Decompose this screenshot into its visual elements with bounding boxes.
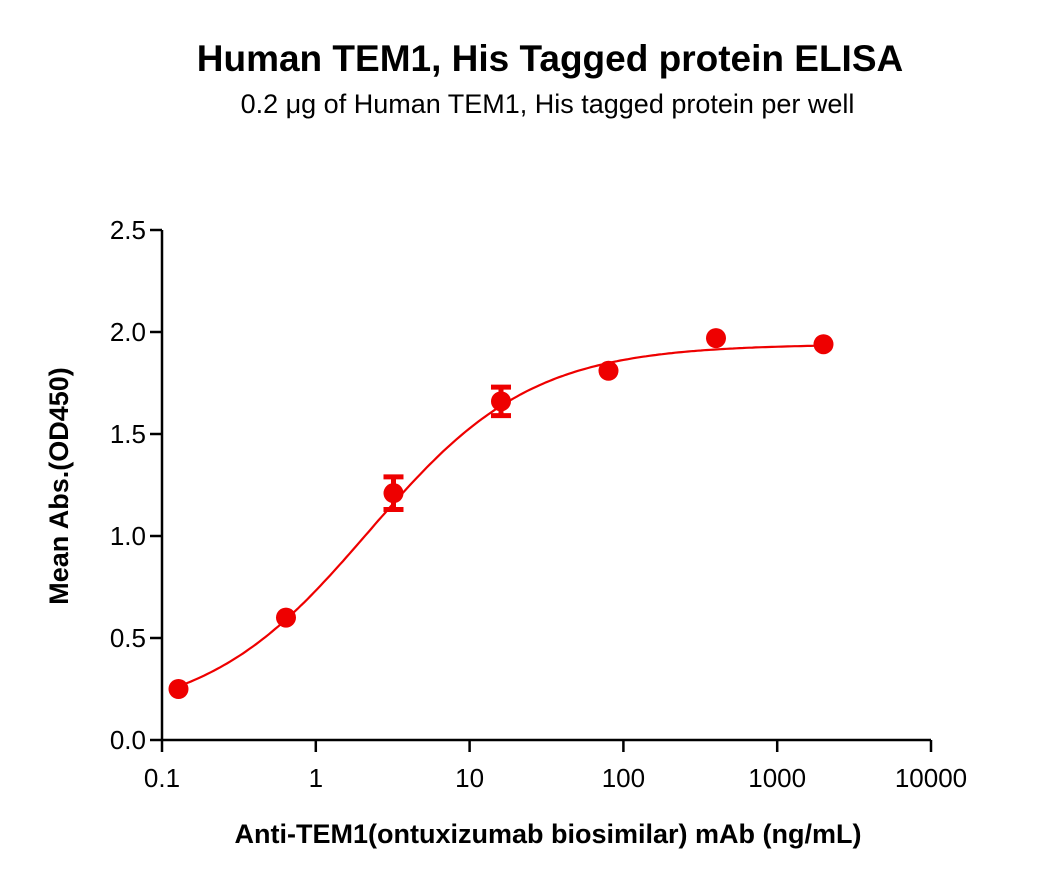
y-tick-label: 2.0 <box>110 317 146 347</box>
point-marker <box>275 607 296 628</box>
y-tick-label: 0.5 <box>110 623 146 653</box>
point-marker <box>383 483 404 504</box>
data-point <box>813 334 834 355</box>
x-tick-label: 1000 <box>748 763 806 793</box>
chart-subtitle: 0.2 μg of Human TEM1, His tagged protein… <box>240 89 855 119</box>
y-tick-label: 0.0 <box>110 725 146 755</box>
point-marker <box>490 391 511 412</box>
y-tick-label: 2.5 <box>110 215 146 245</box>
data-point <box>598 360 619 381</box>
chart-title: Human TEM1, His Tagged protein ELISA <box>196 38 904 79</box>
x-tick-label: 1 <box>309 763 323 793</box>
y-tick-label: 1.0 <box>110 521 146 551</box>
y-tick-label: 1.5 <box>110 419 146 449</box>
x-axis-label: Anti-TEM1(ontuxizumab biosimilar) mAb (n… <box>235 819 862 849</box>
data-points <box>168 328 834 699</box>
x-tick-label: 100 <box>602 763 645 793</box>
point-marker <box>705 328 726 349</box>
x-tick-label: 10 <box>455 763 484 793</box>
point-marker <box>168 679 189 699</box>
x-tick-label: 10000 <box>895 763 967 793</box>
data-point <box>705 328 726 349</box>
y-axis-label: Mean Abs.(OD450) <box>44 367 74 605</box>
axes: 0.0 0.5 1.0 1.5 2.0 2.5 0.1 1 10 100 1000 10000 <box>110 215 967 793</box>
point-marker <box>598 360 619 381</box>
data-point <box>383 474 404 512</box>
data-point <box>490 384 511 419</box>
x-tick-label: 0.1 <box>144 763 180 793</box>
point-marker <box>813 334 834 355</box>
data-point <box>275 607 296 628</box>
data-point <box>168 679 189 699</box>
